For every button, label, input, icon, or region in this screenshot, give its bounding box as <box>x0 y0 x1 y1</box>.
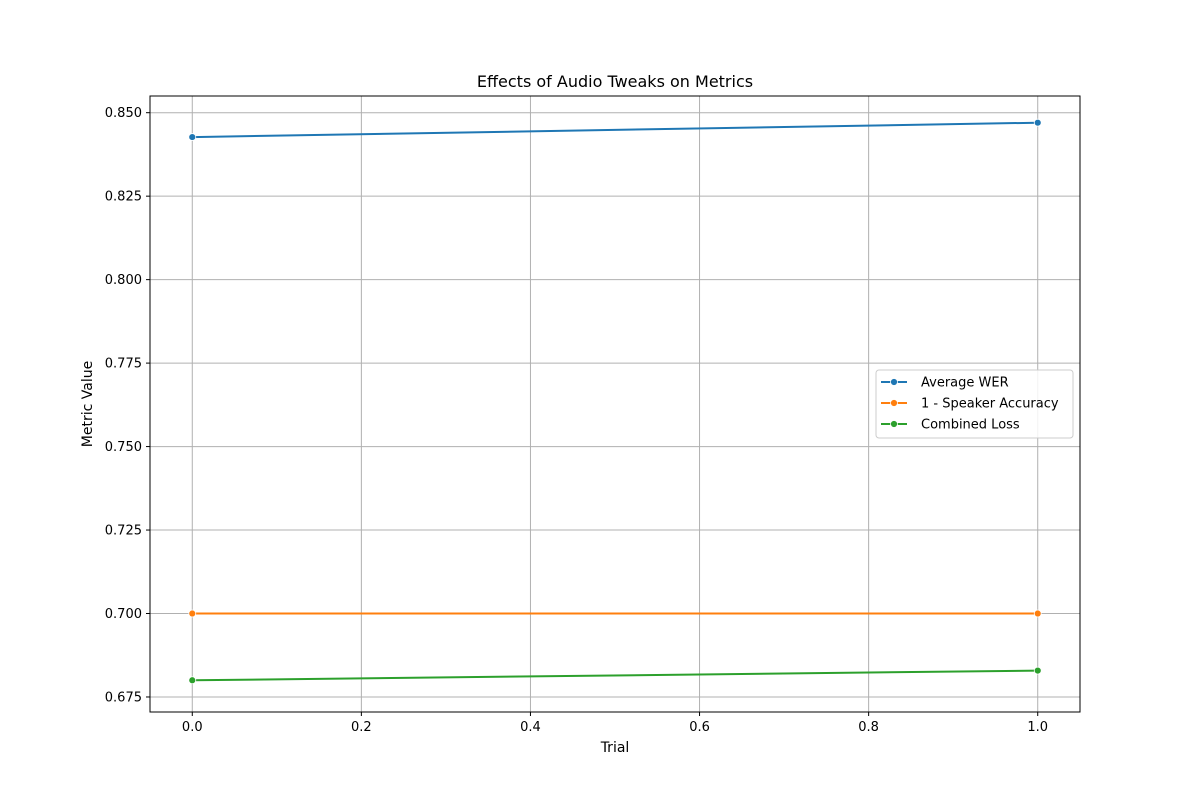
legend-entry-label: Average WER <box>921 376 1009 391</box>
x-tick-label: 0.8 <box>858 720 879 735</box>
data-point <box>188 609 197 618</box>
data-point <box>188 133 197 141</box>
x-tick-label: 0.2 <box>351 720 372 735</box>
legend: Average WER 1 - Speaker Accuracy Combined … <box>875 369 1074 439</box>
y-tick-label: 0.825 <box>105 190 142 205</box>
y-tick-label: 0.675 <box>105 690 142 705</box>
legend-swatch-marker <box>890 378 898 386</box>
y-tick-label: 0.850 <box>105 106 142 121</box>
y-axis-label: Metric Value <box>80 361 96 447</box>
axis-ticks: 0.0 0.2 0.4 0.6 0.8 1.0 0.675 0.700 0.725 0.750 0.… <box>105 106 1048 735</box>
y-tick-label: 0.750 <box>105 440 142 455</box>
plot-area-frame <box>149 95 1081 713</box>
data-point <box>1033 666 1042 675</box>
y-tick-label: 0.775 <box>105 357 142 372</box>
data-point <box>1033 118 1042 127</box>
legend-entry-label: 1 - Speaker Accuracy <box>921 397 1059 412</box>
x-tick-label: 0.6 <box>689 720 710 735</box>
series-lines <box>188 118 1042 685</box>
y-tick-label: 0.700 <box>105 607 142 622</box>
y-tick-label: 0.800 <box>105 273 142 288</box>
legend-swatch-marker <box>890 420 898 428</box>
x-tick-label: 1.0 <box>1027 720 1048 735</box>
legend-entry-label: Combined Loss <box>921 418 1020 433</box>
legend-box <box>875 369 1074 439</box>
legend-swatch-marker <box>890 399 898 407</box>
series-line <box>192 121 1038 139</box>
x-axis-label: Trial <box>600 740 630 756</box>
data-point <box>188 676 197 685</box>
x-tick-label: 0.0 <box>182 720 203 735</box>
series-line <box>192 669 1038 682</box>
y-tick-label: 0.725 <box>105 524 142 539</box>
data-point <box>1033 609 1042 618</box>
chart-title: Effects of Audio Tweaks on Metrics <box>477 72 753 91</box>
x-tick-label: 0.4 <box>520 720 541 735</box>
